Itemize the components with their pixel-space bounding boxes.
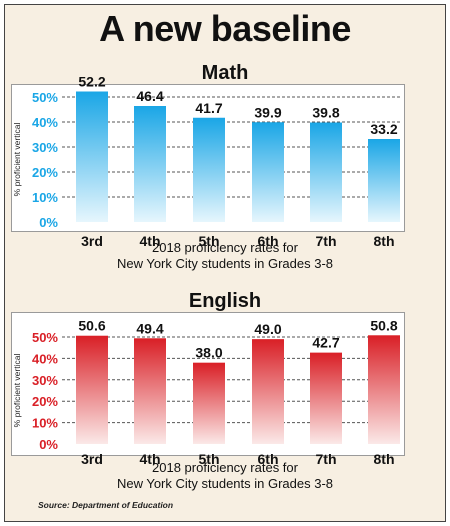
math-caption-line-2: New York City students in Grades 3-8 — [116, 256, 334, 271]
math-bar — [368, 139, 400, 222]
english-chart-caption: 2018 proficiency rates for New York City… — [0, 460, 450, 492]
english-y-tick-label: 40% — [32, 351, 58, 366]
math-x-tick-label: 6th — [258, 233, 279, 249]
english-value-label: 38.0 — [195, 345, 222, 361]
math-bar — [252, 122, 284, 222]
english-bar — [252, 339, 284, 444]
math-y-tick-label: 30% — [32, 140, 58, 155]
math-x-tick-label: 5th — [199, 233, 220, 249]
math-y-tick-label: 0% — [39, 215, 58, 230]
english-value-label: 49.0 — [254, 321, 281, 337]
math-value-label: 52.2 — [78, 74, 105, 90]
math-y-tick-label: 10% — [32, 190, 58, 205]
math-bar — [134, 106, 166, 222]
source-note: Source: Department of Education — [38, 500, 174, 510]
english-y-axis-title: % proficient vertical — [12, 354, 22, 428]
math-bar — [76, 91, 108, 222]
math-bar — [310, 122, 342, 222]
math-value-label: 39.8 — [312, 105, 339, 121]
math-x-tick-label: 4th — [140, 233, 161, 249]
english-bar — [193, 362, 225, 444]
math-chart-title: Math — [201, 62, 249, 84]
english-value-label: 50.8 — [370, 317, 397, 333]
english-x-tick-label: 7th — [316, 451, 337, 467]
math-x-tick-label: 3rd — [81, 233, 103, 249]
english-y-tick-label: 0% — [39, 437, 58, 452]
english-bar — [76, 335, 108, 444]
english-chart-title: English — [188, 290, 262, 312]
english-x-tick-label: 3rd — [81, 451, 103, 467]
english-caption-line-2: New York City students in Grades 3-8 — [116, 476, 334, 491]
english-value-label: 49.4 — [136, 320, 163, 336]
english-bar — [134, 338, 166, 444]
english-x-tick-label: 4th — [140, 451, 161, 467]
english-y-tick-label: 10% — [32, 416, 58, 431]
english-x-tick-label: 6th — [258, 451, 279, 467]
english-bar — [368, 335, 400, 444]
page-title: A new baseline — [99, 8, 351, 49]
math-y-axis-title: % proficient vertical — [12, 123, 22, 197]
english-x-tick-label: 8th — [374, 451, 395, 467]
english-value-label: 42.7 — [312, 335, 339, 351]
math-y-tick-label: 50% — [32, 90, 58, 105]
english-caption-line-1: 2018 proficiency rates for — [152, 460, 298, 475]
math-value-label: 46.4 — [136, 88, 163, 104]
math-y-tick-label: 40% — [32, 115, 58, 130]
math-value-label: 33.2 — [370, 121, 397, 137]
math-x-tick-label: 8th — [374, 233, 395, 249]
math-value-label: 41.7 — [195, 100, 222, 116]
math-chart-caption: 2018 proficiency rates for New York City… — [0, 240, 450, 272]
english-y-tick-label: 50% — [32, 330, 58, 345]
english-value-label: 50.6 — [78, 318, 105, 334]
english-bar — [310, 352, 342, 444]
english-y-tick-label: 20% — [32, 394, 58, 409]
math-value-label: 39.9 — [254, 104, 281, 120]
english-y-tick-label: 30% — [32, 373, 58, 388]
math-bar — [193, 117, 225, 222]
math-x-tick-label: 7th — [316, 233, 337, 249]
math-caption-line-1: 2018 proficiency rates for — [152, 240, 298, 255]
english-x-tick-label: 5th — [199, 451, 220, 467]
math-y-tick-label: 20% — [32, 165, 58, 180]
